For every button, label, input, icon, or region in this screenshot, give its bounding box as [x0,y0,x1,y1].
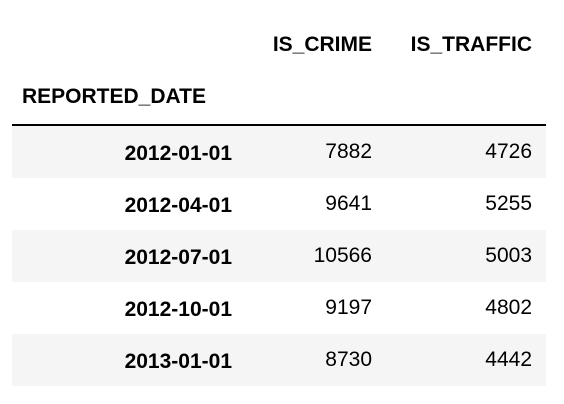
column-header-row: IS_CRIME IS_TRAFFIC [12,0,546,70]
table-row: 2013-01-01 8730 4442 [12,334,546,386]
table-row: 2012-10-01 9197 4802 [12,282,546,334]
cell-is-traffic: 4802 [485,296,532,319]
row-index: 2012-10-01 [124,298,232,321]
table-row: 2012-04-01 9641 5255 [12,178,546,230]
column-header-is-crime: IS_CRIME [272,33,372,56]
cell-is-crime: 9197 [325,296,372,319]
cell-is-traffic: 4442 [485,348,532,371]
table-row: 2012-01-01 7882 4726 [12,126,546,178]
cell-is-crime: 7882 [325,140,372,163]
table-row: 2012-07-01 10566 5003 [12,230,546,282]
dataframe-table: IS_CRIME IS_TRAFFIC REPORTED_DATE 2012-0… [12,0,546,386]
cell-is-traffic: 4726 [485,140,532,163]
cell-is-crime: 10566 [313,244,372,267]
row-index: 2012-04-01 [124,194,232,217]
column-header-is-traffic: IS_TRAFFIC [410,33,532,56]
cell-is-crime: 8730 [325,348,372,371]
row-index: 2013-01-01 [124,350,232,373]
row-index: 2012-07-01 [124,246,232,269]
row-index: 2012-01-01 [124,142,232,165]
header-divider [12,124,546,126]
cell-is-traffic: 5003 [485,244,532,267]
index-name-header: REPORTED_DATE [22,85,206,108]
cell-is-traffic: 5255 [485,192,532,215]
index-header-row: REPORTED_DATE [12,70,546,124]
cell-is-crime: 9641 [325,192,372,215]
